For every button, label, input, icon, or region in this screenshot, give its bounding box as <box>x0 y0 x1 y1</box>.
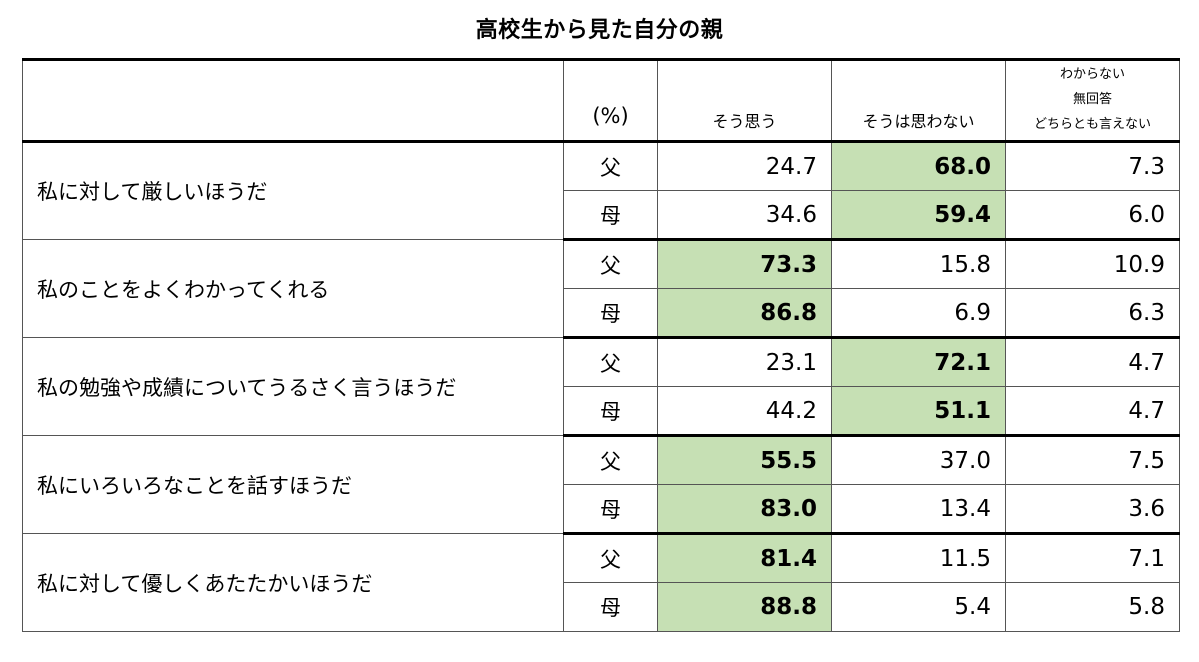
parent-label: 母 <box>563 484 658 535</box>
chart-title: 高校生から見た自分の親 <box>475 18 724 43</box>
value-cell: 83.0 <box>657 484 832 535</box>
value-cell: 6.0 <box>1005 190 1180 241</box>
value-cell: 23.1 <box>657 337 832 387</box>
value-cell: 24.7 <box>657 141 832 191</box>
value-cell: 6.3 <box>1005 288 1180 339</box>
table-row: 私の勉強や成績についてうるさく言うほうだ父 23.1 72.1 4.7 <box>22 337 1180 436</box>
value-cell: 59.4 <box>831 190 1006 241</box>
header-row: (%) そう思う そうは思わない わからない 無回答 どちらとも言えない <box>22 58 1180 143</box>
header-other-line-2: 無回答 <box>1072 92 1112 107</box>
value-cell: 72.1 <box>831 337 1006 387</box>
value-cell: 5.4 <box>831 582 1006 632</box>
row-item-label: 私に対して優しくあたたかいほうだ <box>22 533 564 632</box>
header-unit-label: (%) <box>563 58 658 143</box>
value-cell: 6.9 <box>831 288 1006 339</box>
row-item-label: 私の勉強や成績についてうるさく言うほうだ <box>22 337 564 436</box>
value-cell: 55.5 <box>657 435 832 485</box>
parent-label: 母 <box>563 386 658 437</box>
parent-label: 父 <box>563 435 658 485</box>
parent-label: 母 <box>563 288 658 339</box>
value-cell: 4.7 <box>1005 337 1180 387</box>
header-agree: そう思う <box>657 58 832 143</box>
value-cell: 7.5 <box>1005 435 1180 485</box>
parent-label: 母 <box>563 190 658 241</box>
value-cell: 3.6 <box>1005 484 1180 535</box>
table-row: 母 34.6 59.4 6.0 <box>23 190 1180 241</box>
table-row: 母 86.8 6.9 6.3 <box>23 288 1180 339</box>
header-other-line-1: わからない <box>1059 67 1125 82</box>
parent-label: 母 <box>563 582 658 632</box>
table-row: 私のことをよくわかってくれる父 73.3 15.8 10.9 <box>22 239 1180 338</box>
table-body: 私に対して厳しいほうだ父 24.7 68.0 7.3 母 34.6 59.4 6.0 私のことを… <box>22 141 1180 632</box>
header-other-line-3: どちらとも言えない <box>1033 117 1151 132</box>
table-row: 母 83.0 13.4 3.6 <box>23 484 1180 535</box>
value-cell: 86.8 <box>657 288 832 339</box>
parent-label: 父 <box>563 533 658 583</box>
table-row: 母 44.2 51.1 4.7 <box>23 386 1180 437</box>
parent-label: 父 <box>563 337 658 387</box>
value-cell: 73.3 <box>657 239 832 289</box>
parent-label: 父 <box>563 141 658 191</box>
value-cell: 5.8 <box>1005 582 1180 632</box>
value-cell: 4.7 <box>1005 386 1180 437</box>
value-cell: 11.5 <box>831 533 1006 583</box>
value-cell: 7.1 <box>1005 533 1180 583</box>
row-item-label: 私にいろいろなことを話すほうだ <box>22 435 564 534</box>
value-cell: 51.1 <box>831 386 1006 437</box>
value-cell: 34.6 <box>657 190 832 241</box>
table-row: 私に対して優しくあたたかいほうだ父 81.4 11.5 7.1 <box>22 533 1180 632</box>
header-other: わからない 無回答 どちらとも言えない <box>1005 58 1180 143</box>
value-cell: 44.2 <box>657 386 832 437</box>
value-cell: 81.4 <box>657 533 832 583</box>
value-cell: 7.3 <box>1005 141 1180 191</box>
row-item-label: 私のことをよくわかってくれる <box>22 239 564 338</box>
table-row: 私に対して厳しいほうだ父 24.7 68.0 7.3 <box>22 141 1180 240</box>
row-item-label: 私に対して厳しいほうだ <box>22 141 564 240</box>
value-cell: 37.0 <box>831 435 1006 485</box>
parent-label: 父 <box>563 239 658 289</box>
value-cell: 10.9 <box>1005 239 1180 289</box>
table-row: 私にいろいろなことを話すほうだ父 55.5 37.0 7.5 <box>22 435 1180 534</box>
survey-table: (%) そう思う そうは思わない わからない 無回答 どちらとも言えない 私に対… <box>22 58 1180 632</box>
table-row: 母 88.8 5.4 5.8 <box>23 582 1180 632</box>
header-disagree: そうは思わない <box>831 58 1006 143</box>
value-cell: 88.8 <box>657 582 832 632</box>
value-cell: 68.0 <box>831 141 1006 191</box>
value-cell: 15.8 <box>831 239 1006 289</box>
header-item-cell <box>22 58 564 143</box>
value-cell: 13.4 <box>831 484 1006 535</box>
